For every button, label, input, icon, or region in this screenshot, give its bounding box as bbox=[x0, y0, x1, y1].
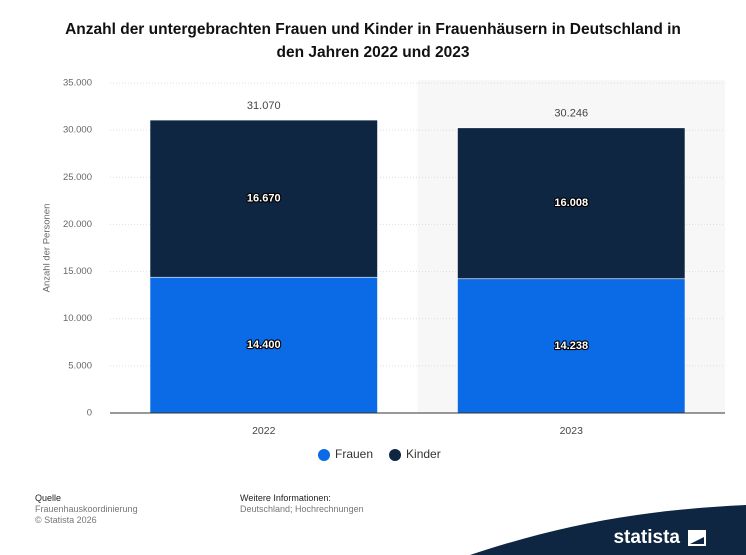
logo: statista bbox=[613, 527, 680, 548]
y-tick-label: 25.000 bbox=[63, 172, 92, 183]
bar-segment bbox=[457, 278, 686, 414]
source: Frauenhauskoordinierung bbox=[35, 504, 138, 514]
legend-marker bbox=[318, 449, 330, 461]
y-tick-label: 0 bbox=[87, 408, 92, 419]
source-block: Quelle Frauenhauskoordinierung © Statist… bbox=[35, 493, 138, 526]
info: Deutschland; Hochrechnungen bbox=[240, 504, 364, 514]
y-tick-label: 30.000 bbox=[63, 125, 92, 136]
total-label: 31.070 bbox=[247, 100, 281, 112]
x-tick-label: 2023 bbox=[560, 425, 584, 437]
total-label: 30.246 bbox=[554, 108, 588, 120]
y-tick-label: 10.000 bbox=[63, 313, 92, 324]
info-title: Weitere Informationen: bbox=[240, 493, 331, 503]
data-label: 16.008 bbox=[554, 197, 588, 209]
x-tick-label: 2022 bbox=[252, 425, 276, 437]
data-label: 16.670 bbox=[247, 193, 281, 205]
legend-marker bbox=[389, 449, 402, 461]
data-label: 14.238 bbox=[554, 340, 588, 352]
copyright: © Statista 2026 bbox=[35, 515, 97, 525]
source-title: Quelle bbox=[35, 493, 62, 503]
y-tick-label: 5.000 bbox=[68, 360, 92, 371]
chart-title: Anzahl der untergebrachten Frauen und Ki… bbox=[65, 21, 681, 61]
y-axis-label: Anzahl der Personen bbox=[42, 204, 53, 293]
legend-label: Kinder bbox=[406, 447, 441, 461]
logo-wave bbox=[470, 505, 746, 555]
y-tick-label: 35.000 bbox=[63, 78, 92, 89]
data-label: 14.400 bbox=[247, 339, 281, 351]
y-tick-label: 15.000 bbox=[63, 266, 92, 277]
logo-icon bbox=[688, 530, 706, 546]
bar-segment bbox=[457, 127, 686, 280]
info-block: Weitere Informationen: Deutschland; Hoch… bbox=[240, 493, 364, 515]
bar-segment bbox=[149, 119, 378, 278]
bar-segment bbox=[149, 276, 378, 414]
y-tick-label: 20.000 bbox=[63, 219, 92, 230]
legend-label: Frauen bbox=[335, 447, 373, 461]
